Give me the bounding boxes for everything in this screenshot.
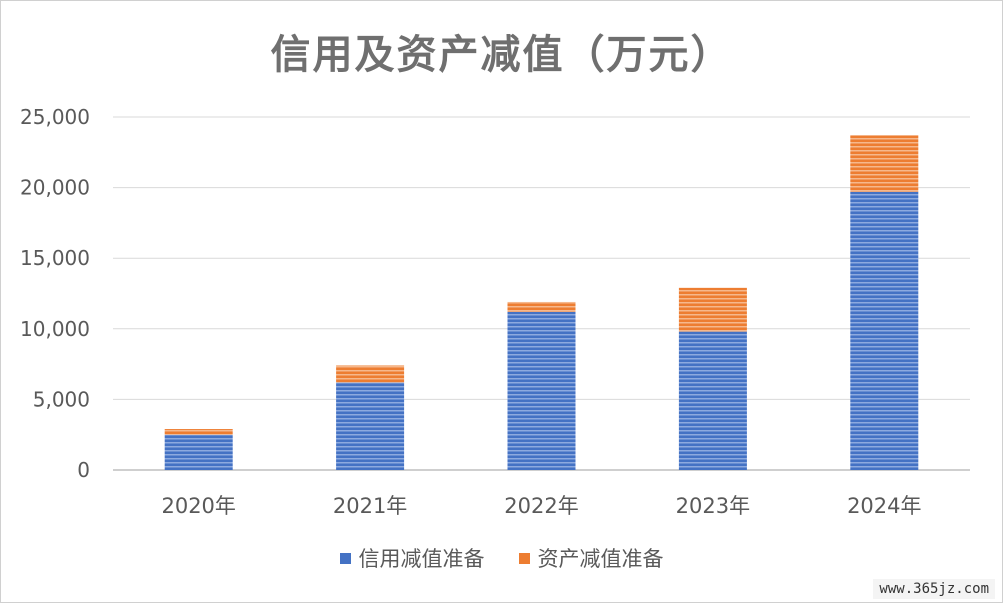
legend-label-asset: 资产减值准备 xyxy=(537,547,664,571)
watermark: www.365jz.com xyxy=(873,579,995,599)
x-tick-label: 2020年 xyxy=(161,494,235,518)
bars xyxy=(164,135,919,470)
bar-asset-2 xyxy=(336,365,405,383)
bar-credit-4 xyxy=(678,331,747,470)
y-tick-label: 25,000 xyxy=(20,105,90,129)
bar-asset-5 xyxy=(850,135,919,192)
legend-swatch-credit xyxy=(339,552,351,564)
bar-asset-4 xyxy=(678,287,747,332)
y-tick-label: 0 xyxy=(77,458,90,482)
bar-asset-1 xyxy=(164,429,233,435)
x-tick-label: 2022年 xyxy=(504,494,578,518)
x-axis-ticks: 2020年 2021年 2022年 2023年 2024年 xyxy=(161,494,921,518)
bar-asset-3 xyxy=(507,301,576,312)
y-tick-label: 20,000 xyxy=(20,176,90,200)
plot-area: 0 5,000 10,000 15,000 20,000 25,000 2020年 2021… xyxy=(20,105,970,518)
legend-label-credit: 信用减值准备 xyxy=(358,547,485,571)
bar-credit-3 xyxy=(507,311,576,470)
bar-credit-1 xyxy=(164,434,233,470)
y-tick-label: 5,000 xyxy=(33,387,90,411)
y-tick-label: 15,000 xyxy=(20,246,90,270)
bar-credit-2 xyxy=(336,382,405,470)
legend-item-asset: 资产减值准备 xyxy=(518,543,664,573)
bar-credit-5 xyxy=(850,191,919,470)
x-tick-label: 2024年 xyxy=(847,494,921,518)
legend-swatch-asset xyxy=(518,552,530,564)
y-tick-label: 10,000 xyxy=(20,317,90,341)
y-axis-ticks: 0 5,000 10,000 15,000 20,000 25,000 xyxy=(20,105,90,482)
legend: 信用减值准备 资产减值准备 xyxy=(0,543,1003,573)
legend-item-credit: 信用减值准备 xyxy=(339,543,485,573)
chart-title: 信用及资产减值（万元） xyxy=(270,32,733,78)
x-tick-label: 2023年 xyxy=(676,494,750,518)
x-tick-label: 2021年 xyxy=(333,494,407,518)
